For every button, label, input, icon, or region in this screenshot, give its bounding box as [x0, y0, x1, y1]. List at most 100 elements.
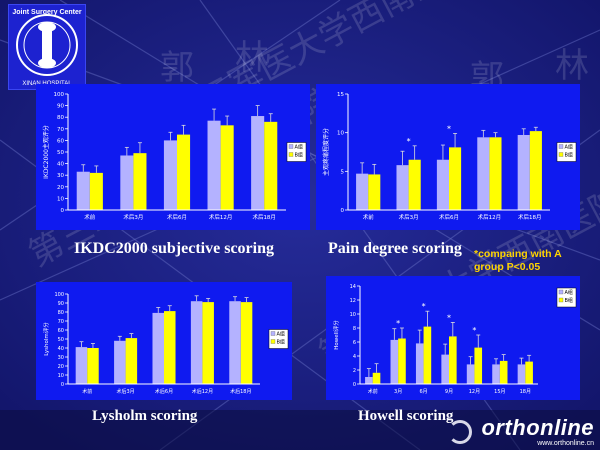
bar-a [356, 173, 369, 210]
legend-swatch [558, 152, 564, 157]
bar-a [415, 343, 424, 384]
chart-panel-howell: Howell评分 0 2 4 6 8 10 12 14 术前 3月 6月 9月 12月 15月 18月 * * * *… [326, 276, 580, 400]
significance-marker: * [396, 319, 400, 328]
bar-b [368, 174, 381, 210]
y-tick-label: 4 [353, 354, 356, 360]
y-tick-label: 40 [57, 162, 64, 168]
legend-label: B组 [295, 152, 303, 159]
x-tick-label: 术后18月 [518, 213, 542, 221]
x-tick-label: 术后3月 [123, 213, 143, 221]
y-tick-label: 6 [353, 340, 356, 346]
y-tick-label: 20 [58, 364, 64, 370]
y-axis-label: 主观疼痛程度评分 [322, 128, 330, 176]
bar-b [87, 348, 99, 384]
x-tick-label: 18月 [520, 389, 531, 395]
bar-b [220, 125, 234, 210]
significance-marker: * [447, 124, 451, 133]
y-tick-label: 14 [350, 284, 356, 290]
y-tick-label: 60 [57, 138, 64, 144]
x-tick-label: 术后12月 [192, 388, 213, 395]
y-tick-label: 20 [57, 185, 64, 191]
legend-swatch [288, 144, 294, 149]
bar-a [517, 364, 526, 384]
bar-a [76, 171, 90, 210]
bar-b [449, 336, 457, 384]
significance-marker: * [447, 313, 451, 322]
x-tick-label: 12月 [469, 389, 480, 395]
chart-howell: Howell评分 0 2 4 6 8 10 12 14 术前 3月 6月 9月 12月 15月 18月 * * * *… [332, 284, 577, 395]
brand-url: www.orthonline.cn [537, 440, 594, 447]
legend-swatch [558, 297, 564, 303]
legend-label: B组 [277, 339, 285, 346]
y-tick-label: 40 [58, 346, 64, 352]
bar-b [89, 172, 103, 210]
hospital-logo: Joint Surgery Center XINAN HOSPITAL [8, 4, 86, 90]
bar-b [240, 302, 253, 384]
y-tick-label: 0 [61, 208, 65, 214]
chart-ikdc: IKDC2000主观评分 0 10 20 30 40 50 60 70 80 90 100 术前 术后3月… [42, 92, 307, 221]
x-tick-label: 术后12月 [209, 213, 233, 221]
caption-ikdc: IKDC2000 subjective scoring [74, 240, 274, 257]
logo-top-text: Joint Surgery Center [12, 9, 82, 16]
y-axis-label: IKDC2000主观评分 [42, 125, 50, 179]
significance-marker: * [422, 302, 426, 311]
y-tick-label: 0 [341, 208, 345, 214]
bar-b [202, 302, 214, 384]
legend-label: A组 [565, 289, 573, 296]
legend-label: B组 [565, 152, 573, 159]
bar-a [492, 364, 500, 384]
y-tick-label: 10 [58, 373, 64, 379]
bar-b [529, 131, 542, 210]
bar-b [164, 311, 176, 384]
y-tick-label: 70 [58, 319, 64, 325]
bar-b [499, 360, 508, 384]
legend-swatch [270, 331, 276, 336]
caption-howell: Howell scoring [358, 408, 454, 424]
bar-a [229, 301, 241, 384]
bar-a [517, 134, 530, 210]
y-tick-label: 80 [58, 310, 64, 316]
significance-marker: * [472, 326, 476, 335]
x-tick-label: 术后6月 [167, 213, 187, 221]
y-tick-label: 100 [54, 292, 64, 298]
legend-swatch [558, 289, 564, 295]
legend-label: A组 [565, 144, 573, 151]
chart-panel-pain: 主观疼痛程度评分 0 5 10 15 术前 术后3月 术后6月 术后12月 术后18月 * * A组 B组 [316, 84, 580, 230]
bar-b [423, 326, 432, 384]
y-axis-label: Howell评分 [332, 320, 340, 350]
legend-label: A组 [277, 331, 285, 338]
bar-a [396, 165, 409, 210]
bar-b [525, 361, 533, 384]
bar-a [152, 312, 164, 384]
y-tick-label: 90 [58, 301, 64, 307]
caption-lysholm: Lysholm scoring [92, 408, 198, 424]
logo-emblem-icon: Joint Surgery Center XINAN HOSPITAL [12, 9, 82, 87]
y-tick-label: 80 [57, 115, 64, 121]
bar-a [477, 137, 490, 210]
bar-a [441, 354, 449, 384]
bar-a [207, 120, 221, 210]
chart-lysholm: Lysholm评分 0 10 20 30 40 50 60 70 80 90 100 术前 术后3月 术后6… [42, 292, 289, 395]
caption-pain: Pain degree scoring [328, 240, 462, 257]
y-tick-label: 10 [57, 196, 64, 202]
x-tick-label: 术后18月 [230, 388, 251, 395]
y-tick-label: 90 [57, 104, 64, 110]
y-tick-label: 60 [58, 328, 64, 334]
chart-panel-ikdc: IKDC2000主观评分 0 10 20 30 40 50 60 70 80 90 100 术前 术后3月… [36, 84, 310, 230]
bar-a [120, 155, 134, 210]
bar-b [408, 159, 421, 210]
x-tick-label: 术后18月 [252, 213, 276, 221]
chart-panel-lysholm: Lysholm评分 0 10 20 30 40 50 60 70 80 90 100 术前 术后3月 术后6… [36, 282, 292, 400]
y-tick-label: 12 [350, 298, 356, 304]
y-tick-label: 30 [58, 355, 64, 361]
brand-logo-icon [448, 420, 472, 444]
bar-b [398, 338, 406, 384]
bar-a [251, 116, 265, 210]
x-tick-label: 术后6月 [155, 388, 173, 395]
bar-a [75, 347, 88, 384]
bar-a [365, 377, 373, 384]
bar-a [390, 339, 399, 384]
x-tick-label: 6月 [419, 389, 427, 395]
bar-b [264, 121, 278, 210]
y-tick-label: 10 [337, 131, 344, 137]
